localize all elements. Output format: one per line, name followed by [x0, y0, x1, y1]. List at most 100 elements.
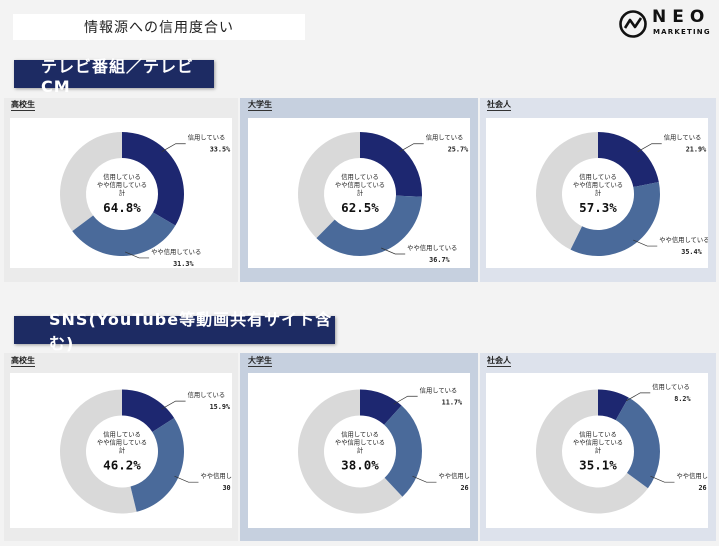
donut-card: 信用している やや信用している計 57.3% 信用している 21.9% やや信用している 3…	[486, 118, 708, 268]
series-label: やや信用している	[659, 235, 708, 244]
center-total: 57.3%	[579, 200, 617, 215]
series-label: やや信用している	[200, 471, 232, 480]
value-label: 15.9%	[210, 403, 231, 411]
center-caption: やや信用している	[573, 180, 623, 189]
center-caption: 信用している	[103, 430, 141, 439]
value-label: 33.5%	[210, 146, 231, 154]
series-label: やや信用している	[438, 471, 470, 480]
section-banner-tv: テレビ番組／テレビCM	[14, 57, 214, 96]
value-label: 8.2%	[674, 395, 691, 403]
callout-leader	[650, 475, 675, 483]
callout-leader	[174, 475, 199, 483]
group-label: 高校生	[11, 356, 35, 367]
value-label: 31.3%	[173, 260, 194, 268]
series-label: 信用している	[652, 382, 690, 391]
center-caption: 信用している	[103, 172, 141, 181]
callout-leader	[393, 395, 418, 405]
value-label: 26.9%	[698, 484, 708, 492]
slice-somewhat-trust	[570, 181, 660, 256]
center-caption: 信用している	[341, 172, 379, 181]
slice-other	[59, 389, 137, 514]
callout-leader	[124, 251, 150, 259]
center-caption: 信用している	[341, 430, 379, 439]
callout-leader	[637, 143, 662, 153]
logo-mark-icon	[619, 10, 647, 38]
group-label: 高校生	[11, 100, 35, 111]
page-title: 情報源への信用度合い	[13, 14, 305, 40]
donut-chart: 信用しているやや信用している計57.3%信用している21.9%やや信用している3…	[536, 132, 708, 256]
center-caption: 信用している	[579, 172, 617, 181]
center-caption: 計	[119, 446, 126, 455]
center-total: 46.2%	[103, 458, 141, 473]
section-banner-sns: SNS(YouTube等動画共有サイト含む)	[14, 310, 335, 353]
donut-chart: 信用しているやや信用している計46.2%信用している15.9%やや信用している3…	[59, 389, 232, 514]
slice-somewhat-trust	[316, 195, 422, 256]
center-caption: 計	[357, 188, 364, 197]
donut-chart: 信用しているやや信用している計35.1%信用している8.2%やや信用している26…	[536, 382, 708, 514]
donut-chart: 信用しているやや信用している計64.8%信用している33.5%やや信用している3…	[60, 132, 231, 268]
series-label: 信用している	[420, 385, 458, 394]
callout-leader	[161, 400, 186, 410]
donut-chart: 信用しているやや信用している計62.5%信用している25.7%やや信用している3…	[298, 132, 469, 264]
center-caption: やや信用している	[97, 180, 147, 189]
value-label: 26.3%	[460, 484, 470, 492]
center-total: 35.1%	[579, 458, 617, 473]
series-label: やや信用している	[151, 247, 201, 256]
slice-trust	[122, 132, 184, 226]
center-caption: 計	[119, 188, 126, 197]
group-label: 社会人	[487, 356, 511, 367]
series-label: やや信用している	[676, 471, 708, 480]
callout-leader	[412, 475, 437, 483]
donut-card: 信用しているやや信用している計46.2%信用している15.9%やや信用している3…	[10, 373, 232, 528]
group-label: 社会人	[487, 100, 511, 111]
slice-somewhat-trust	[130, 417, 184, 512]
slice-somewhat-trust	[384, 405, 422, 497]
donut-chart: 信用しているやや信用している計38.0%信用している11.7%やや信用している2…	[297, 385, 470, 514]
slice-trust	[360, 132, 422, 197]
series-label: 信用している	[664, 133, 702, 142]
value-label: 36.7%	[429, 256, 450, 264]
slice-other	[298, 132, 360, 239]
value-label: 21.9%	[686, 146, 707, 154]
slice-trust	[598, 389, 629, 421]
center-total: 38.0%	[341, 458, 379, 473]
center-caption: やや信用している	[335, 180, 385, 189]
slice-trust	[598, 132, 659, 188]
callout-leader	[626, 392, 651, 402]
neo-marketing-logo: NEO MARKETING	[618, 6, 713, 42]
series-label: 信用している	[188, 390, 226, 399]
series-label: 信用している	[426, 133, 464, 142]
value-label: 25.7%	[448, 146, 469, 154]
series-label: やや信用している	[407, 243, 457, 252]
callout-leader	[381, 247, 406, 255]
center-caption: やや信用している	[97, 438, 147, 447]
center-caption: 信用している	[579, 430, 617, 439]
donut-card: 信用しているやや信用している計35.1%信用している8.2%やや信用している26…	[486, 373, 708, 528]
center-caption: 計	[595, 446, 602, 455]
slice-other	[536, 389, 648, 514]
center-caption: 計	[357, 446, 364, 455]
group-label: 大学生	[248, 100, 272, 111]
center-caption: やや信用している	[335, 438, 385, 447]
value-label: 30.3%	[222, 484, 232, 492]
slice-other	[536, 132, 598, 250]
callout-leader	[399, 143, 424, 153]
slice-other	[60, 132, 122, 232]
slice-other	[297, 389, 403, 514]
value-label: 35.4%	[681, 248, 702, 256]
center-caption: やや信用している	[573, 438, 623, 447]
slice-trust	[360, 389, 402, 425]
value-label: 11.7%	[442, 398, 463, 406]
slice-trust	[122, 389, 175, 433]
donut-card: 信用している やや信用している計 64.8% 信用している 33.5% やや信用している 3…	[10, 118, 232, 268]
logo-subtitle: MARKETING	[653, 28, 711, 36]
slice-somewhat-trust	[615, 397, 660, 489]
donut-card: 信用しているやや信用している計38.0%信用している11.7%やや信用している2…	[248, 373, 470, 528]
donut-card: 信用している やや信用している計 62.5% 信用している 25.7% やや信用している 3…	[248, 118, 470, 268]
slice-somewhat-trust	[72, 212, 176, 256]
callout-leader	[161, 143, 186, 153]
logo-name: NEO	[652, 7, 711, 27]
center-total: 62.5%	[341, 200, 379, 215]
group-label: 大学生	[248, 356, 272, 367]
callout-leader	[633, 239, 658, 247]
